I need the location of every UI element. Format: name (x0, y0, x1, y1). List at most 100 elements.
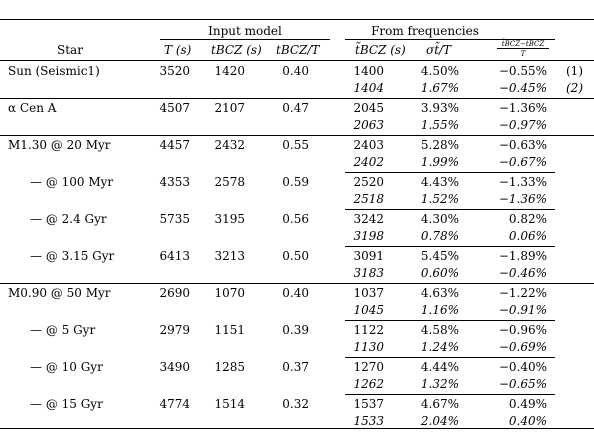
value-ratio: 0.40 (282, 64, 309, 78)
value-tbcz: 3195 (214, 212, 245, 226)
table-top-rule (0, 19, 594, 20)
group-rule-freq (345, 39, 555, 40)
value-sigma: 1.24% (420, 340, 459, 354)
col-header-diff-numerator: t̃BCZ−tBCZ (497, 40, 549, 49)
star-name: M1.30 @ 20 Myr (8, 138, 111, 152)
col-header-star: Star (57, 43, 83, 57)
value-T: 4353 (159, 175, 190, 189)
header-bottom-rule (0, 60, 594, 61)
value-sigma: 3.93% (420, 101, 459, 115)
value-sigma: 5.45% (420, 249, 459, 263)
group-header-from-frequencies: From frequencies (371, 24, 479, 38)
value-tbcz-tilde: 1400 (353, 64, 384, 78)
value-sigma: 1.99% (420, 155, 459, 169)
col-header-diff-denominator: T (520, 50, 526, 58)
value-T: 4457 (159, 138, 190, 152)
value-diff: −1.33% (498, 175, 547, 189)
row-separator-freq (345, 394, 555, 395)
value-sigma: 2.04% (420, 414, 459, 428)
value-ratio: 0.56 (282, 212, 309, 226)
value-tbcz-tilde: 1037 (353, 286, 384, 300)
value-diff: −1.22% (498, 286, 547, 300)
value-diff: 0.49% (508, 397, 547, 411)
note-label: (2) (566, 81, 583, 95)
value-tbcz-tilde: 1262 (353, 377, 384, 391)
value-sigma: 1.52% (420, 192, 459, 206)
value-tbcz-tilde: 1404 (353, 81, 384, 95)
value-sigma: 4.58% (420, 323, 459, 337)
value-diff: 0.40% (508, 414, 547, 428)
value-tbcz-tilde: 2518 (353, 192, 384, 206)
value-tbcz: 1420 (214, 64, 245, 78)
row-separator-full (0, 283, 594, 284)
value-diff: −0.40% (498, 360, 547, 374)
value-T: 2690 (159, 286, 190, 300)
star-name: M0.90 @ 50 Myr (8, 286, 111, 300)
value-sigma: 5.28% (420, 138, 459, 152)
group-header-input-model: Input model (208, 24, 282, 38)
star-name: — @ 100 Myr (30, 175, 114, 189)
star-name: — @ 3.15 Gyr (30, 249, 115, 263)
value-sigma: 4.30% (420, 212, 459, 226)
value-tbcz: 2578 (214, 175, 245, 189)
value-diff: −1.36% (498, 101, 547, 115)
value-tbcz-tilde: 2402 (353, 155, 384, 169)
star-name: Sun (Seismic1) (8, 64, 100, 78)
note-label: (1) (566, 64, 583, 78)
value-sigma: 4.50% (420, 64, 459, 78)
value-ratio: 0.39 (282, 323, 309, 337)
row-separator-full (0, 135, 594, 136)
value-sigma: 1.16% (420, 303, 459, 317)
value-sigma: 1.32% (420, 377, 459, 391)
value-T: 2979 (159, 323, 190, 337)
value-tbcz-tilde: 1130 (353, 340, 384, 354)
value-ratio: 0.37 (282, 360, 309, 374)
value-ratio: 0.47 (282, 101, 309, 115)
value-tbcz: 2107 (214, 101, 245, 115)
value-diff: 0.06% (508, 229, 547, 243)
value-diff: −0.46% (498, 266, 547, 280)
value-tbcz-tilde: 1270 (353, 360, 384, 374)
value-sigma: 4.67% (420, 397, 459, 411)
value-tbcz-tilde: 2403 (353, 138, 384, 152)
value-tbcz-tilde: 2063 (353, 118, 384, 132)
row-separator-freq (345, 357, 555, 358)
value-T: 3520 (159, 64, 190, 78)
star-name: — @ 15 Gyr (30, 397, 103, 411)
group-rule-input (160, 39, 330, 40)
value-diff: −0.55% (498, 64, 547, 78)
value-ratio: 0.59 (282, 175, 309, 189)
value-diff: −1.36% (498, 192, 547, 206)
value-tbcz: 2432 (214, 138, 245, 152)
value-tbcz-tilde: 1537 (353, 397, 384, 411)
value-tbcz-tilde: 3198 (353, 229, 384, 243)
value-diff: −0.65% (498, 377, 547, 391)
row-separator-freq (345, 172, 555, 173)
value-tbcz-tilde: 2520 (353, 175, 384, 189)
col-header-sigma: σt̃/T (426, 43, 452, 57)
value-T: 5735 (159, 212, 190, 226)
star-name: — @ 2.4 Gyr (30, 212, 107, 226)
row-separator-freq (345, 246, 555, 247)
value-tbcz-tilde: 1122 (353, 323, 384, 337)
value-sigma: 4.43% (420, 175, 459, 189)
value-sigma: 4.63% (420, 286, 459, 300)
row-separator-freq (345, 320, 555, 321)
value-T: 6413 (159, 249, 190, 263)
col-header-ratio: tBCZ/T (276, 43, 320, 57)
value-diff: −1.89% (498, 249, 547, 263)
value-tbcz-tilde: 1045 (353, 303, 384, 317)
value-sigma: 0.78% (420, 229, 459, 243)
value-tbcz-tilde: 2045 (353, 101, 384, 115)
value-ratio: 0.32 (282, 397, 309, 411)
value-sigma: 0.60% (420, 266, 459, 280)
value-tbcz-tilde: 1533 (353, 414, 384, 428)
value-tbcz: 3213 (214, 249, 245, 263)
star-name: α Cen A (8, 101, 57, 115)
value-diff: −0.91% (498, 303, 547, 317)
col-header-tbcz: tBCZ (s) (211, 43, 262, 57)
value-tbcz-tilde: 3091 (353, 249, 384, 263)
value-tbcz: 1070 (214, 286, 245, 300)
value-T: 4774 (159, 397, 190, 411)
value-tbcz: 1514 (214, 397, 245, 411)
